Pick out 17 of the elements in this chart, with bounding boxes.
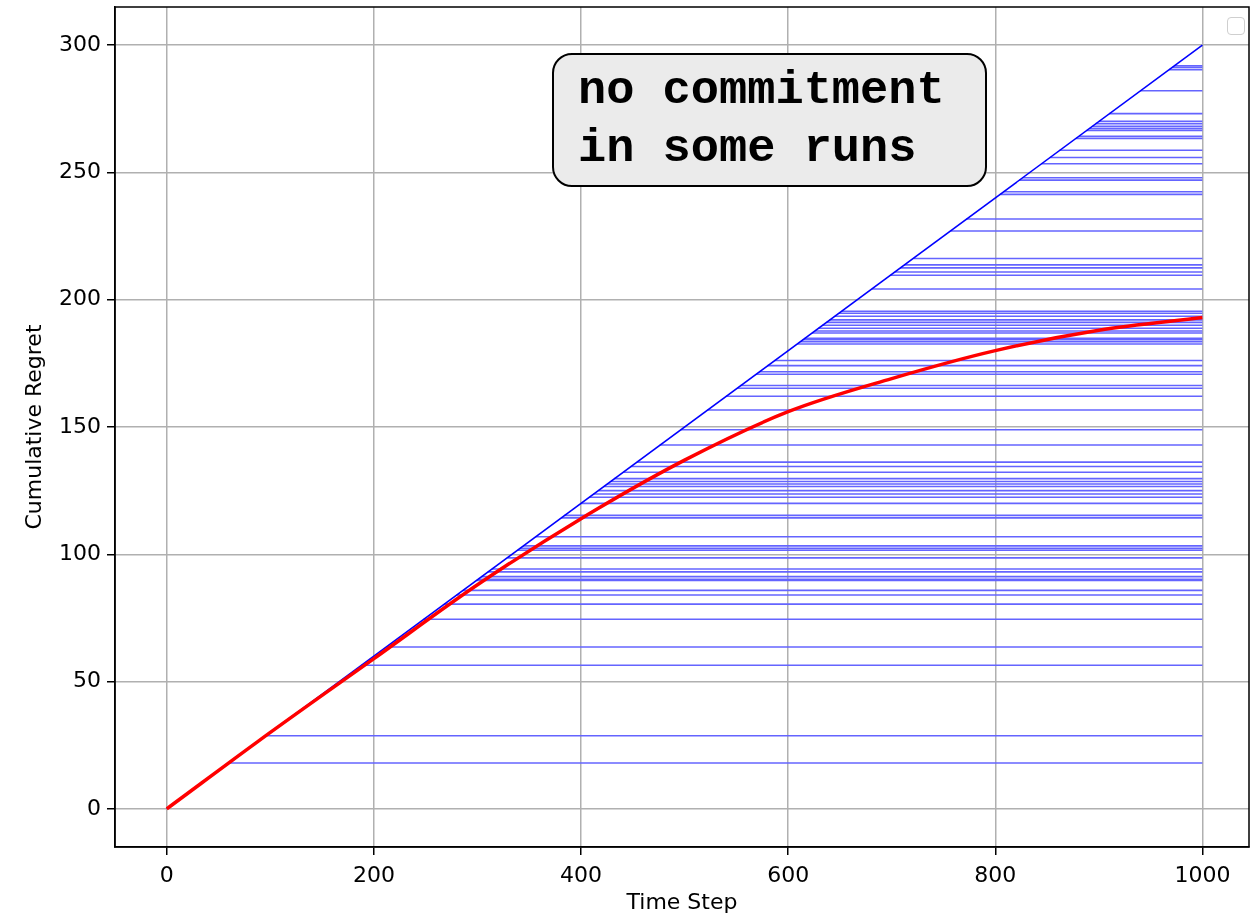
y-tick-label: 300 bbox=[59, 30, 101, 56]
y-tick-label: 200 bbox=[59, 285, 101, 311]
callout-box: no commitment in some runs bbox=[552, 53, 987, 187]
y-tick-label: 150 bbox=[59, 412, 101, 438]
x-tick-label: 0 bbox=[159, 861, 174, 887]
annotation: no commitment in some runs bbox=[578, 63, 945, 177]
x-tick-label: 400 bbox=[560, 861, 603, 887]
x-axis-title: Time Step bbox=[625, 888, 738, 914]
y-tick-label: 250 bbox=[59, 158, 101, 184]
x-tick-label: 800 bbox=[974, 861, 1017, 887]
x-tick-label: 600 bbox=[767, 861, 810, 887]
x-tick-label: 1000 bbox=[1174, 861, 1231, 887]
y-tick-label: 0 bbox=[87, 794, 101, 820]
y-axis-title: Cumulative Regret bbox=[20, 324, 46, 530]
y-tick-label: 100 bbox=[59, 539, 101, 565]
x-tick-label: 200 bbox=[352, 861, 395, 887]
y-tick-label: 50 bbox=[73, 667, 101, 693]
